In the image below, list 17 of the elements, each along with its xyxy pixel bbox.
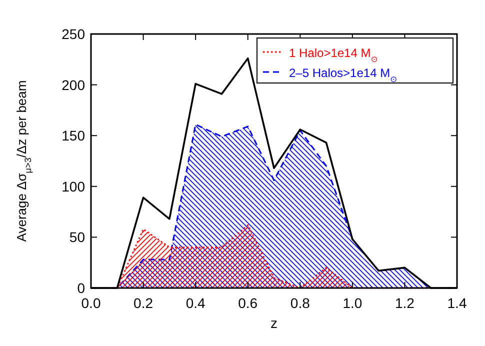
- y-tick-label: 100: [62, 178, 86, 194]
- x-tick-label: 0.6: [238, 295, 258, 311]
- y-tick-label: 50: [69, 229, 86, 246]
- x-tick-label: 1.0: [342, 295, 362, 311]
- x-tick-label: 0.0: [81, 295, 101, 311]
- x-tick-label: 0.4: [186, 295, 206, 311]
- legend-label: 2–5 Halos>1e14 M$_{⊙}$: [289, 66, 398, 84]
- x-tick-label: 0.8: [290, 295, 310, 311]
- y-tick-label: 250: [62, 26, 86, 42]
- legend-label: 1 Halo>1e14 M$_{⊙}$: [289, 46, 378, 64]
- x-tick-label: 1.2: [394, 295, 415, 311]
- x-tick-label: 1.4: [447, 295, 467, 311]
- y-tick-label: 0: [77, 280, 86, 296]
- y-tick-label: 150: [62, 128, 86, 144]
- x-tick-label: 0.2: [134, 295, 154, 311]
- x-axis-title: z: [270, 315, 278, 331]
- y-tick-label: 200: [62, 76, 86, 93]
